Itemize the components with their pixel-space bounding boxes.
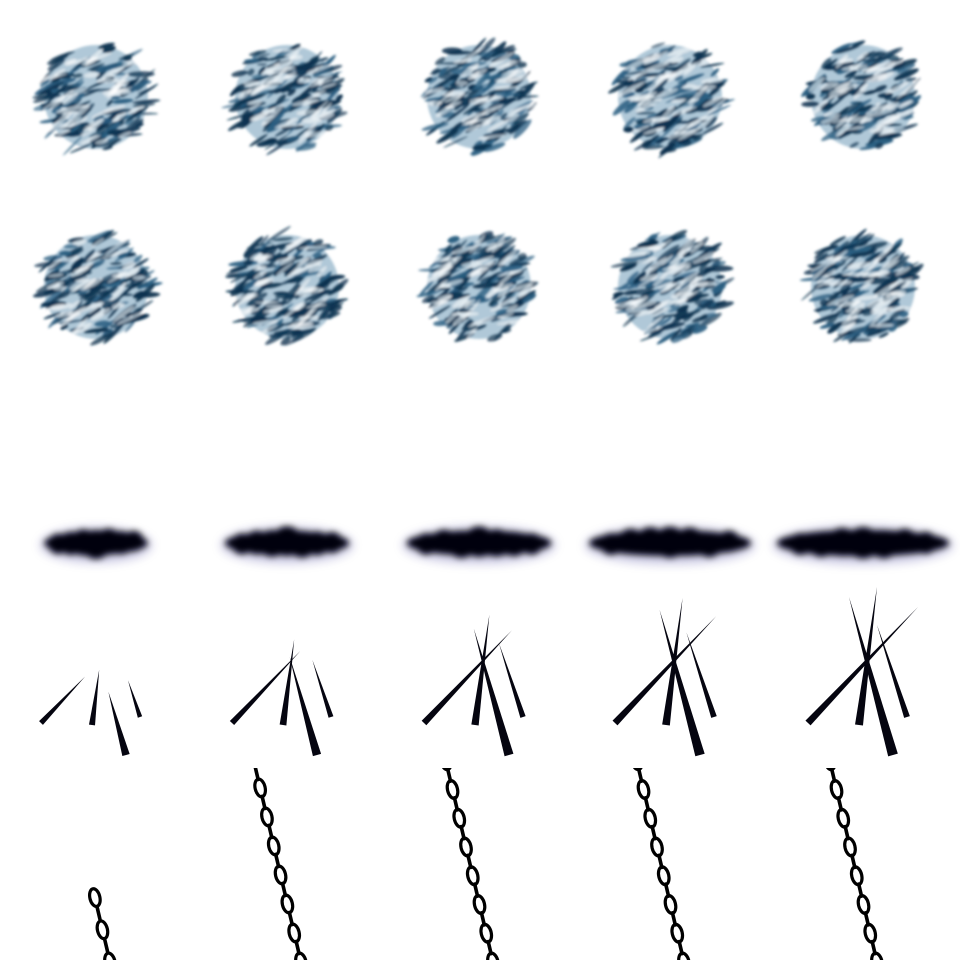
slash-stroke	[877, 625, 910, 718]
scribble-ball-frame-4	[610, 229, 735, 345]
smoke-cloud-frame-5	[773, 526, 953, 564]
scribble-ball-frame-1	[32, 230, 163, 346]
slash-strokes-frame-2	[229, 639, 334, 757]
sprite-row-2	[32, 225, 924, 346]
slash-stroke	[612, 616, 717, 726]
slash-stroke	[289, 657, 322, 757]
slash-stroke	[473, 628, 514, 757]
chain-frame-3	[438, 768, 500, 960]
slash-stroke	[686, 632, 717, 718]
scribble-ball-frame-1	[32, 42, 161, 156]
slash-stroke	[108, 691, 130, 757]
scribble-ball-frame-3	[420, 37, 539, 156]
scribble-ball-frame-3	[416, 231, 539, 342]
slash-stroke	[88, 669, 100, 726]
slash-stroke	[659, 609, 705, 757]
chain-frame-1	[87, 887, 117, 960]
sprite-row-5	[87, 768, 884, 960]
slash-stroke	[279, 639, 295, 726]
slash-stroke	[312, 659, 334, 718]
chain-frame-2	[253, 768, 308, 960]
scribble-ball-frame-5	[801, 40, 922, 151]
slash-stroke	[805, 607, 918, 726]
smoke-cloud-frame-3	[402, 526, 556, 564]
slash-stroke	[229, 651, 301, 726]
sprite-row-1	[32, 37, 922, 159]
slash-stroke	[499, 643, 526, 718]
chain-frame-4	[629, 768, 691, 960]
scribble-ball-frame-2	[221, 43, 348, 156]
sprite-row-4	[39, 587, 918, 757]
scribble-ball-frame-2	[225, 225, 349, 346]
slash-stroke	[39, 676, 85, 725]
smoke-cloud-frame-1	[40, 527, 152, 563]
smoke-cloud-frame-2	[221, 526, 353, 563]
slash-stroke	[421, 630, 512, 726]
slash-stroke	[849, 597, 898, 757]
scribble-ball-frame-5	[799, 228, 924, 344]
smoke-cloud-frame-4	[585, 526, 755, 564]
slash-stroke	[128, 680, 143, 718]
chain-frame-5	[822, 768, 884, 960]
slash-strokes-frame-4	[612, 598, 717, 757]
slash-stroke	[471, 614, 490, 726]
slash-strokes-frame-3	[421, 614, 526, 757]
slash-strokes-frame-5	[805, 587, 918, 757]
scribble-ball-frame-4	[608, 42, 735, 159]
slash-strokes-frame-1	[39, 669, 143, 757]
sprite-row-3	[40, 526, 953, 564]
